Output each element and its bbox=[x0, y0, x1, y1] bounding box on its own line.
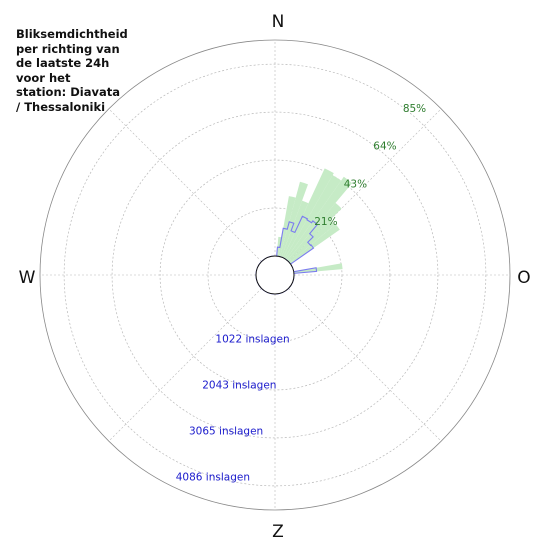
compass-east: O bbox=[517, 268, 530, 288]
grid-ring bbox=[159, 159, 391, 391]
center-hole bbox=[255, 255, 295, 295]
ring-count-label: 3065 inslagen bbox=[189, 426, 263, 438]
grid-spoke bbox=[108, 108, 262, 262]
strike-bar bbox=[283, 168, 334, 259]
title-line: per richting van bbox=[16, 41, 120, 56]
strike-bar bbox=[287, 202, 342, 262]
strike-bar bbox=[285, 176, 353, 261]
grid-ring bbox=[111, 111, 439, 439]
strike-bar bbox=[289, 224, 340, 265]
title-line: station: Diavata bbox=[16, 85, 120, 99]
strike-bar bbox=[284, 175, 342, 260]
compass-south: Z bbox=[272, 522, 284, 542]
title-line: de laatste 24h bbox=[16, 56, 110, 70]
ring-percent-label: 21% bbox=[314, 216, 337, 228]
grid-ring bbox=[63, 63, 487, 487]
title-line: voor het bbox=[16, 70, 71, 85]
compass-west: W bbox=[19, 268, 36, 288]
ring-percent-label: 43% bbox=[344, 178, 367, 190]
ring-count-label: 4086 inslagen bbox=[176, 472, 250, 484]
ring-percent-label: 85% bbox=[403, 103, 426, 115]
grid-spoke bbox=[288, 288, 442, 442]
ring-count-label: 1022 inslagen bbox=[215, 333, 289, 345]
title-line: Bliksemdichtheid bbox=[16, 27, 128, 41]
chart-title: Bliksemdichtheid per richting van de laa… bbox=[16, 27, 146, 114]
strike-bar bbox=[281, 200, 309, 258]
strike-bar bbox=[278, 196, 296, 257]
strike-bar bbox=[293, 263, 343, 274]
grid-spoke bbox=[108, 288, 262, 442]
ring-count-label: 2043 inslagen bbox=[202, 379, 276, 391]
strike-bar bbox=[279, 181, 308, 258]
ring-percent-label: 64% bbox=[373, 141, 396, 153]
outer-ring bbox=[39, 39, 511, 511]
strike-bars bbox=[276, 168, 353, 274]
grid-ring bbox=[207, 207, 343, 343]
ring-labels: 21% 1022 inslagen 43% 2043 inslagen 64% 3065 … bbox=[176, 103, 426, 484]
title-line: / Thessaloniki bbox=[16, 99, 106, 114]
strike-bar bbox=[288, 220, 335, 263]
compass-north: N bbox=[272, 12, 285, 32]
